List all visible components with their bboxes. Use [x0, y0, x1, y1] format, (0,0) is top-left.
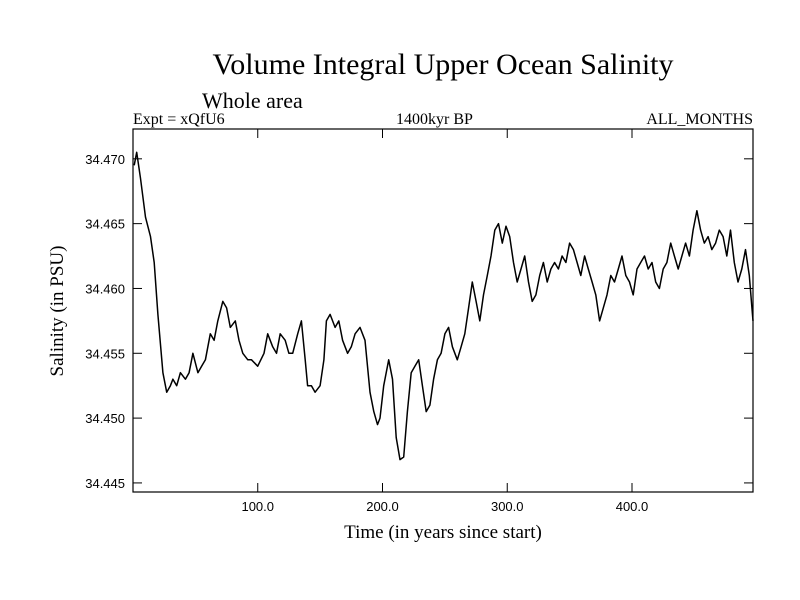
- series-line-salinity: [133, 151, 754, 461]
- plot-layer: 34.445 34.450 34.455 34.460 34.465 34.470 100.…: [85, 129, 754, 514]
- y-tick-label: 34.470: [85, 152, 125, 167]
- era-label: 1400kyr BP: [396, 111, 473, 128]
- months-label: ALL_MONTHS: [646, 111, 753, 128]
- plot-frame: [132, 128, 754, 493]
- chart-subtitle: Whole area: [202, 88, 303, 113]
- x-tick-label: 100.0: [241, 499, 274, 514]
- y-axis-label: Salinity (in PSU): [47, 246, 68, 377]
- chart-title: Volume Integral Upper Ocean Salinity: [212, 48, 674, 81]
- x-tick-label: 400.0: [616, 499, 649, 514]
- y-tick-label: 34.460: [85, 281, 125, 296]
- y-tick-label: 34.455: [85, 346, 125, 361]
- x-tick-label: 200.0: [366, 499, 399, 514]
- x-tick-label: 300.0: [491, 499, 524, 514]
- experiment-label: Expt = xQfU6: [133, 111, 225, 128]
- y-tick-label: 34.465: [85, 217, 125, 232]
- y-tick-label: 34.445: [85, 476, 125, 491]
- x-axis-label: Time (in years since start): [344, 522, 542, 543]
- y-tick-label: 34.450: [85, 411, 125, 426]
